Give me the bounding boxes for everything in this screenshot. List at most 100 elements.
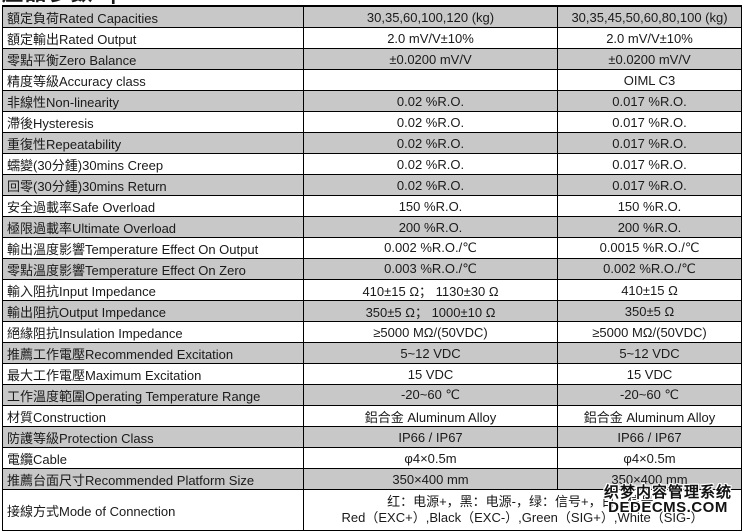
spec-value-cell-b: 350±5 Ω: [557, 300, 742, 322]
spec-value-cell-b: 0.0015 %R.O./℃: [557, 237, 742, 259]
spec-value-cell-b: 350×400 mm: [557, 468, 742, 490]
spec-value-cell-a: 350±5 Ω； 1000±10 Ω: [303, 300, 558, 322]
spec-value-cell-a: 350×400 mm: [303, 468, 558, 490]
connection-row: 接線方式Mode of Connection 红：电源+，黑：电源-，绿：信号+…: [2, 489, 742, 531]
table-row: 工作溫度範圍Operating Temperature Range -20~60 …: [2, 384, 742, 406]
spec-value-cell-b: ±0.0200 mV/V: [557, 48, 742, 70]
spec-value-cell-a: 5~12 VDC: [303, 342, 558, 364]
spec-label-cell: 工作溫度範圍Operating Temperature Range: [2, 384, 304, 406]
table-row: 回零(30分鍾)30mins Return 0.02 %R.O. 0.017 %R.…: [2, 174, 742, 196]
table-row: 材質Construction 鋁合金 Aluminum Alloy 鋁合金 Alum…: [2, 405, 742, 427]
spec-value-cell-a: 2.0 mV/V±10%: [303, 27, 558, 49]
spec-value-cell-b: 150 %R.O.: [557, 195, 742, 217]
page-title-zh: 產品參數: [2, 0, 94, 5]
spec-value-cell-b: 0.017 %R.O.: [557, 90, 742, 112]
spec-value-cell-a: 30,35,60,100,120 (kg): [303, 5, 558, 28]
specification-table: 額定負荷Rated Capacities 30,35,60,100,120 (kg…: [2, 5, 742, 531]
spec-value-cell-b: 30,35,45,50,60,80,100 (kg): [557, 5, 742, 28]
table-row: 絕緣阻抗Insulation Impedance ≥5000 MΩ/(50VDC)…: [2, 321, 742, 343]
spec-value-cell-b: ≥5000 MΩ/(50VDC): [557, 321, 742, 343]
table-row: 推薦工作電壓Recommended Excitation 5~12 VDC 5~12…: [2, 342, 742, 364]
spec-label-cell: 最大工作電壓Maximum Excitation: [2, 363, 304, 385]
spec-label-cell: 滯後Hysteresis: [2, 111, 304, 133]
spec-value-cell-b: 0.002 %R.O./℃: [557, 258, 742, 280]
spec-value-cell-a: 鋁合金 Aluminum Alloy: [303, 405, 558, 427]
table-row: 額定輸出Rated Output 2.0 mV/V±10% 2.0 mV/V±10%: [2, 27, 742, 49]
table-row: 零點平衡Zero Balance ±0.0200 mV/V ±0.0200 mV/V: [2, 48, 742, 70]
spec-label-cell: 防護等級Protection Class: [2, 426, 304, 448]
spec-value-cell-a: 150 %R.O.: [303, 195, 558, 217]
spec-label-cell: 接線方式Mode of Connection: [2, 489, 304, 531]
spec-value-cell-a: 0.02 %R.O.: [303, 90, 558, 112]
table-row: 零點溫度影響Temperature Effect On Zero 0.003 %R…: [2, 258, 742, 280]
table-row: 輸入阻抗Input Impedance 410±15 Ω； 1130±30 Ω 41…: [2, 279, 742, 301]
spec-label-cell: 材質Construction: [2, 405, 304, 427]
table-row: 非線性Non-linearity 0.02 %R.O. 0.017 %R.O.: [2, 90, 742, 112]
spec-value-cell-b: -20~60 ℃: [557, 384, 742, 406]
spec-value-cell-a: 0.003 %R.O./℃: [303, 258, 558, 280]
spec-label-cell: 精度等級Accuracy class: [2, 69, 304, 91]
spec-value-cell-a: 410±15 Ω； 1130±30 Ω: [303, 279, 558, 301]
spec-value-cell-b: φ4×0.5m: [557, 447, 742, 469]
table-row: 安全過載率Safe Overload 150 %R.O. 150 %R.O.: [2, 195, 742, 217]
spec-value-cell-a: ≥5000 MΩ/(50VDC): [303, 321, 558, 343]
table-row: 重復性Repeatability 0.02 %R.O. 0.017 %R.O.: [2, 132, 742, 154]
spec-value-cell-b: 15 VDC: [557, 363, 742, 385]
spec-value-cell-b: 0.017 %R.O.: [557, 132, 742, 154]
spec-value-cell-b: IP66 / IP67: [557, 426, 742, 448]
table-row: 輸出溫度影響Temperature Effect On Output 0.002 …: [2, 237, 742, 259]
spec-label-cell: 電纜Cable: [2, 447, 304, 469]
table-row: 極限過載率Ultimate Overload 200 %R.O. 200 %R.O.: [2, 216, 742, 238]
table-row: 精度等級Accuracy class OIML C3: [2, 69, 742, 91]
spec-table-body: 額定負荷Rated Capacities 30,35,60,100,120 (kg…: [2, 5, 742, 490]
table-row: 推薦台面尺寸Recommended Platform Size 350×400 m…: [2, 468, 742, 490]
spec-label-cell: 重復性Repeatability: [2, 132, 304, 154]
spec-label-cell: 輸出阻抗Output Impedance: [2, 300, 304, 322]
spec-value-cell-b: 410±15 Ω: [557, 279, 742, 301]
page-title-en: Specification: [98, 0, 216, 5]
spec-label-cell: 蠕變(30分鍾)30mins Creep: [2, 153, 304, 175]
spec-label-cell: 非線性Non-linearity: [2, 90, 304, 112]
spec-label-cell: 額定輸出Rated Output: [2, 27, 304, 49]
spec-label-cell: 輸出溫度影響Temperature Effect On Output: [2, 237, 304, 259]
table-row: 輸出阻抗Output Impedance 350±5 Ω； 1000±10 Ω 35…: [2, 300, 742, 322]
spec-value-cell-b: 2.0 mV/V±10%: [557, 27, 742, 49]
spec-label-cell: 零點平衡Zero Balance: [2, 48, 304, 70]
spec-value-cell-a: 15 VDC: [303, 363, 558, 385]
spec-label-cell: 極限過載率Ultimate Overload: [2, 216, 304, 238]
spec-value-cell-a: ±0.0200 mV/V: [303, 48, 558, 70]
spec-label-cell: 輸入阻抗Input Impedance: [2, 279, 304, 301]
spec-label-cell: 額定負荷Rated Capacities: [2, 5, 304, 28]
table-row: 電纜Cable φ4×0.5m φ4×0.5m: [2, 447, 742, 469]
spec-value-cell-b: 鋁合金 Aluminum Alloy: [557, 405, 742, 427]
spec-label-cell: 零點溫度影響Temperature Effect On Zero: [2, 258, 304, 280]
spec-label-cell: 推薦工作電壓Recommended Excitation: [2, 342, 304, 364]
page-title: 產品參數 Specification: [2, 0, 216, 5]
spec-value-cell-b: 0.017 %R.O.: [557, 174, 742, 196]
spec-value-cell-a: 0.02 %R.O.: [303, 174, 558, 196]
spec-value-cell-b: 200 %R.O.: [557, 216, 742, 238]
spec-value-cell-b: OIML C3: [557, 69, 742, 91]
table-row: 防護等級Protection Class IP66 / IP67 IP66 / IP…: [2, 426, 742, 448]
table-row: 最大工作電壓Maximum Excitation 15 VDC 15 VDC: [2, 363, 742, 385]
connection-line-en: Red（EXC+）,Black（EXC-）,Green（SIG+）,White（…: [341, 510, 704, 525]
table-row: 蠕變(30分鍾)30mins Creep 0.02 %R.O. 0.017 %R.O…: [2, 153, 742, 175]
connection-line-zh: 红：电源+，黑：电源-，绿：信号+，白：信号-: [387, 494, 658, 509]
spec-value-cell-a: 200 %R.O.: [303, 216, 558, 238]
spec-value-cell-b: 0.017 %R.O.: [557, 153, 742, 175]
spec-value-cell-a: 0.02 %R.O.: [303, 153, 558, 175]
connection-value-cell: 红：电源+，黑：电源-，绿：信号+，白：信号- Red（EXC+）,Black（…: [303, 489, 742, 531]
spec-value-cell-a: [303, 69, 558, 91]
spec-value-cell-b: 0.017 %R.O.: [557, 111, 742, 133]
spec-value-cell-a: -20~60 ℃: [303, 384, 558, 406]
table-row: 額定負荷Rated Capacities 30,35,60,100,120 (kg…: [2, 5, 742, 28]
spec-label-cell: 推薦台面尺寸Recommended Platform Size: [2, 468, 304, 490]
table-row: 滯後Hysteresis 0.02 %R.O. 0.017 %R.O.: [2, 111, 742, 133]
spec-label-cell: 回零(30分鍾)30mins Return: [2, 174, 304, 196]
spec-label-cell: 安全過載率Safe Overload: [2, 195, 304, 217]
spec-value-cell-a: 0.02 %R.O.: [303, 132, 558, 154]
spec-value-cell-a: 0.002 %R.O./℃: [303, 237, 558, 259]
spec-label-cell: 絕緣阻抗Insulation Impedance: [2, 321, 304, 343]
spec-value-cell-a: 0.02 %R.O.: [303, 111, 558, 133]
spec-value-cell-a: φ4×0.5m: [303, 447, 558, 469]
